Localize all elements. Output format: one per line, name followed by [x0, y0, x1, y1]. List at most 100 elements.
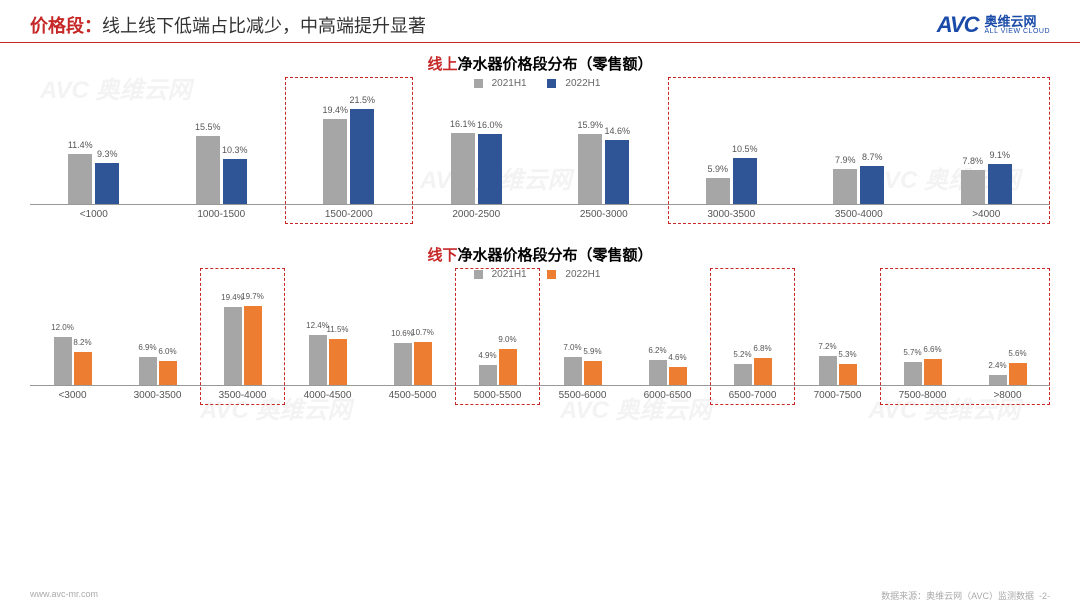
bar-value-label: 5.6% — [1008, 349, 1026, 358]
online-chart-block: 线上净水器价格段分布（零售额） 2021H1 2022H1 11.4%9.3%1… — [0, 43, 1080, 220]
bar-2021h1: 10.6% — [394, 343, 412, 385]
bar-value-label: 4.9% — [478, 351, 496, 360]
bar-2022h1: 10.5% — [733, 158, 757, 204]
bar-2022h1: 5.3% — [839, 364, 857, 385]
bar-group: 5.2%6.8% — [710, 358, 795, 385]
bar-group: 7.0%5.9% — [540, 357, 625, 385]
bar-value-label: 5.7% — [903, 348, 921, 357]
bar-2022h1: 6.6% — [924, 359, 942, 385]
bar-2021h1: 11.4% — [68, 154, 92, 204]
bar-value-label: 6.8% — [753, 344, 771, 353]
bar-group: 19.4%21.5% — [285, 109, 413, 204]
bar-2021h1: 19.4% — [224, 307, 242, 385]
bar-group: 5.9%10.5% — [668, 158, 796, 204]
bar-2022h1: 8.2% — [74, 352, 92, 385]
bar-value-label: 10.7% — [411, 328, 434, 337]
x-axis-label: 7500-8000 — [880, 390, 965, 401]
x-axis-label: <3000 — [30, 390, 115, 401]
logo-mark: AVC — [937, 12, 979, 38]
offline-chart-block: 线下净水器价格段分布（零售额） 2021H1 2022H1 12.0%8.2%6… — [0, 234, 1080, 401]
page-footer: www.avc-mr.com 数据来源：奥维云网（AVC）监测数据 -2- — [30, 589, 1050, 602]
bar-value-label: 5.9% — [707, 164, 728, 174]
bar-value-label: 14.6% — [604, 126, 630, 136]
bar-2021h1: 7.0% — [564, 357, 582, 385]
bar-group: 16.1%16.0% — [413, 133, 541, 204]
bar-2021h1: 6.2% — [649, 360, 667, 385]
page-header: 价格段：线上线下低端占比减少，中高端提升显著 AVC 奥维云网 ALL VIEW… — [0, 0, 1080, 43]
bar-2021h1: 5.2% — [734, 364, 752, 385]
logo-en: ALL VIEW CLOUD — [985, 28, 1050, 35]
brand-logo: AVC 奥维云网 ALL VIEW CLOUD — [937, 12, 1050, 38]
bar-value-label: 7.8% — [962, 156, 983, 166]
bar-value-label: 10.3% — [222, 145, 248, 155]
bar-value-label: 6.9% — [138, 343, 156, 352]
bar-value-label: 5.3% — [838, 350, 856, 359]
bar-group: 7.9%8.7% — [795, 166, 923, 204]
bar-2021h1: 15.5% — [196, 136, 220, 204]
bar-2022h1: 6.8% — [754, 358, 772, 385]
bar-value-label: 6.2% — [648, 346, 666, 355]
bar-2022h1: 11.5% — [329, 339, 347, 385]
bar-group: 4.9%9.0% — [455, 349, 540, 385]
x-axis-label: 4500-5000 — [370, 390, 455, 401]
bar-2022h1: 9.1% — [988, 164, 1012, 204]
bar-2021h1: 16.1% — [451, 133, 475, 204]
bar-value-label: 11.4% — [68, 140, 93, 150]
offline-chart-title: 线下净水器价格段分布（零售额） — [30, 244, 1050, 265]
bar-value-label: 11.5% — [326, 325, 348, 334]
bar-value-label: 8.2% — [73, 338, 91, 347]
bar-value-label: 4.6% — [668, 353, 686, 362]
x-axis-label: 3000-3500 — [115, 390, 200, 401]
bar-group: 6.9%6.0% — [115, 357, 200, 385]
bar-value-label: 5.2% — [733, 350, 751, 359]
bar-2022h1: 21.5% — [350, 109, 374, 204]
online-legend: 2021H1 2022H1 — [30, 78, 1050, 89]
x-axis-label: 3500-4000 — [795, 209, 923, 220]
x-axis-label: 5500-6000 — [540, 390, 625, 401]
bar-group: 7.8%9.1% — [923, 164, 1051, 204]
footer-url: www.avc-mr.com — [30, 589, 98, 602]
x-axis-label: 5000-5500 — [455, 390, 540, 401]
bar-2021h1: 7.2% — [819, 356, 837, 385]
bar-2021h1: 15.9% — [578, 134, 602, 204]
bar-2021h1: 2.4% — [989, 375, 1007, 385]
bar-2021h1: 4.9% — [479, 365, 497, 385]
bar-2021h1: 6.9% — [139, 357, 157, 385]
bar-2022h1: 9.0% — [499, 349, 517, 385]
bar-value-label: 16.1% — [450, 119, 476, 129]
bar-value-label: 21.5% — [349, 95, 375, 105]
bar-2022h1: 19.7% — [244, 306, 262, 385]
bar-group: 11.4%9.3% — [30, 154, 158, 204]
x-axis-label: >8000 — [965, 390, 1050, 401]
bar-group: 2.4%5.6% — [965, 363, 1050, 385]
bar-2022h1: 5.9% — [584, 361, 602, 385]
offline-legend: 2021H1 2022H1 — [30, 269, 1050, 280]
bar-2022h1: 14.6% — [605, 140, 629, 204]
bar-2022h1: 10.7% — [414, 342, 432, 385]
bar-group: 12.4%11.5% — [285, 335, 370, 385]
bar-2022h1: 5.6% — [1009, 363, 1027, 385]
x-axis-label: 7000-7500 — [795, 390, 880, 401]
bar-group: 6.2%4.6% — [625, 360, 710, 385]
bar-value-label: 7.0% — [563, 343, 581, 352]
page-title: 价格段：线上线下低端占比减少，中高端提升显著 — [30, 12, 426, 38]
bar-value-label: 2.4% — [988, 361, 1006, 370]
x-axis-label: 4000-4500 — [285, 390, 370, 401]
bar-group: 15.5%10.3% — [158, 136, 286, 204]
bar-2021h1: 5.7% — [904, 362, 922, 385]
bar-group: 15.9%14.6% — [540, 134, 668, 204]
bar-value-label: 12.4% — [306, 321, 329, 330]
offline-xlabels: <30003000-35003500-40004000-45004500-500… — [30, 390, 1050, 401]
logo-cn: 奥维云网 — [985, 15, 1050, 28]
bar-value-label: 12.0% — [51, 323, 74, 332]
x-axis-label: 6500-7000 — [710, 390, 795, 401]
bar-value-label: 5.9% — [583, 347, 601, 356]
x-axis-label: 2000-2500 — [413, 209, 541, 220]
x-axis-label: <1000 — [30, 209, 158, 220]
offline-bars: 12.0%8.2%6.9%6.0%19.4%19.7%12.4%11.5%10.… — [30, 286, 1050, 386]
bar-value-label: 15.9% — [577, 120, 603, 130]
title-rest: 线上线下低端占比减少，中高端提升显著 — [102, 16, 426, 36]
bar-2021h1: 12.0% — [54, 337, 72, 385]
bar-2021h1: 5.9% — [706, 178, 730, 204]
bar-group: 5.7%6.6% — [880, 359, 965, 385]
